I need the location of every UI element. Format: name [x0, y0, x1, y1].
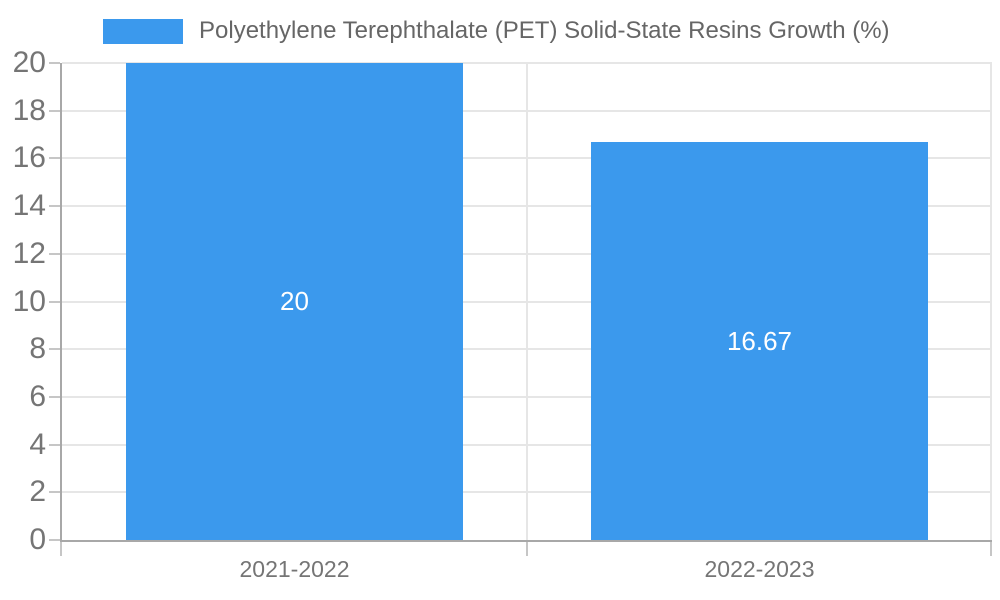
x-axis-line: [60, 540, 992, 542]
y-axis-tick-label: 4: [29, 427, 46, 461]
bar-value-label: 16.67: [726, 325, 793, 356]
y-axis-tick: [49, 62, 60, 64]
bar[interactable]: 20: [125, 63, 464, 540]
y-axis-tick-label: 6: [29, 379, 46, 413]
chart-legend: Polyethylene Terephthalate (PET) Solid-S…: [103, 17, 890, 45]
gridline-vertical: [526, 63, 528, 540]
legend-label: Polyethylene Terephthalate (PET) Solid-S…: [199, 17, 890, 44]
y-axis-tick: [49, 491, 60, 494]
bar-value-label: 20: [280, 286, 309, 316]
gridline-vertical: [990, 63, 992, 540]
x-axis-category-label: 2022-2023: [704, 556, 815, 582]
x-axis-tick: [60, 542, 62, 556]
y-axis-line: [60, 63, 62, 540]
y-axis-tick: [49, 539, 60, 541]
y-axis-tick-label: 16: [12, 141, 46, 175]
y-axis-tick: [49, 157, 60, 160]
y-axis-tick-label: 10: [12, 284, 46, 318]
legend-item[interactable]: Polyethylene Terephthalate (PET) Solid-S…: [103, 17, 890, 45]
y-axis-tick-label: 18: [12, 93, 46, 127]
x-axis-tick: [990, 542, 992, 556]
x-axis-category-label: 2021-2022: [239, 556, 350, 582]
y-axis-tick: [49, 205, 60, 208]
bar[interactable]: 16.67: [590, 142, 929, 540]
y-axis-tick: [49, 252, 60, 255]
y-axis-tick: [49, 109, 60, 112]
y-axis-tick-label: 14: [12, 189, 46, 223]
y-axis-tick: [49, 300, 60, 303]
y-axis-tick-label: 0: [29, 523, 46, 556]
y-axis-tick-label: 12: [12, 236, 46, 270]
y-axis-tick: [49, 443, 60, 446]
plot-area: 0 2 4 6 8 10 12 14 16 18 20 20 16.67 2021-2022 2022-20…: [13, 47, 992, 582]
y-axis-tick-label: 2: [29, 475, 46, 509]
y-axis-tick: [49, 395, 60, 398]
y-axis-tick: [49, 348, 60, 351]
legend-swatch: [103, 18, 183, 44]
y-axis-tick-label: 20: [12, 46, 46, 79]
x-axis-tick: [526, 542, 528, 556]
y-axis-tick-label: 8: [29, 332, 46, 366]
